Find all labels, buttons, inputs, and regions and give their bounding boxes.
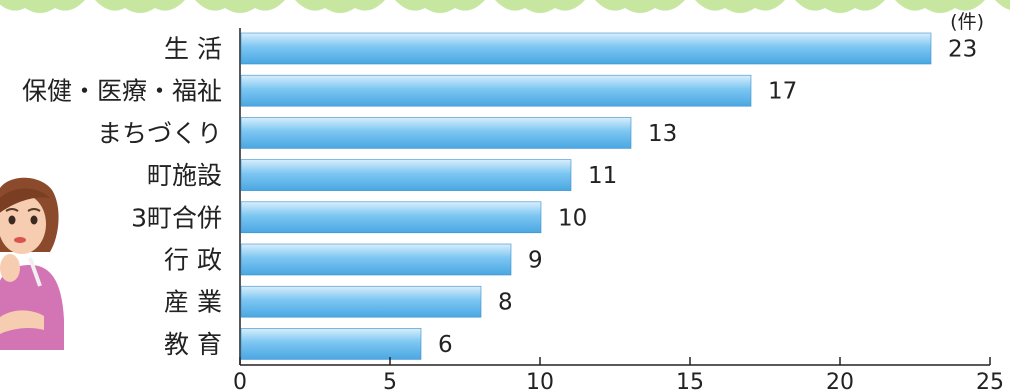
value-label: 10 [558, 205, 587, 231]
category-label: 産 業 [164, 288, 222, 317]
bar [240, 159, 572, 191]
category-label: 保健・医療・福祉 [22, 77, 222, 106]
unit-label: (件) [950, 11, 984, 33]
thinking-woman-illustration [0, 177, 64, 350]
value-label: 11 [588, 163, 617, 189]
value-label: 6 [438, 332, 453, 358]
category-label: 教 育 [164, 330, 222, 359]
leaf-shape [195, 0, 285, 13]
leaf-shape [995, 0, 1010, 10]
leaf-shape [495, 0, 585, 13]
bars [240, 32, 932, 360]
leaf-shape [595, 0, 685, 13]
bar [240, 243, 512, 276]
leaf-shape [695, 0, 785, 13]
value-label: 13 [648, 121, 677, 147]
value-label: 8 [498, 290, 513, 316]
leaf-shape [95, 0, 185, 13]
axes [239, 28, 990, 366]
x-tick-label: 20 [826, 370, 854, 391]
bar [240, 285, 482, 318]
leaf-shape [895, 0, 985, 13]
x-tick-label: 0 [233, 370, 247, 391]
bar [240, 32, 932, 65]
x-tick-label: 10 [526, 370, 554, 391]
leaf-shape [295, 0, 385, 13]
leaf-border [0, 0, 1010, 13]
bar [240, 201, 542, 234]
x-tick-label: 25 [976, 370, 1004, 391]
category-label: 町施設 [147, 161, 222, 190]
bar [240, 74, 752, 107]
bar [240, 117, 632, 149]
bar [240, 328, 422, 360]
leaf-shape [0, 0, 85, 13]
category-label: 3町合併 [131, 203, 222, 232]
x-tick-labels: 0 5 10 15 20 25 [233, 357, 1004, 391]
value-label: 23 [948, 37, 977, 63]
value-label: 9 [528, 248, 543, 274]
leaf-shape [795, 0, 885, 13]
category-label: まちづくり [97, 119, 222, 148]
x-tick-label: 15 [676, 370, 704, 391]
leaf-shape [395, 0, 485, 13]
x-tick-label: 5 [383, 370, 397, 391]
value-label: 17 [768, 79, 797, 105]
category-label: 行 政 [164, 246, 222, 275]
category-label: 生 活 [164, 35, 222, 64]
